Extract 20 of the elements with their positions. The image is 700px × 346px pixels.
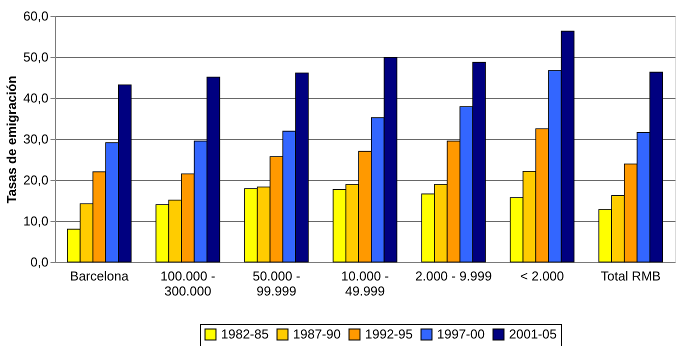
- y-tick-label: 60,0: [23, 8, 48, 24]
- legend-label: 1997-00: [437, 326, 485, 342]
- y-tick-label: 10,0: [23, 214, 48, 228]
- y-axis-title: Tasas de emigración: [4, 76, 20, 204]
- legend-label: 1992-95: [365, 326, 413, 342]
- y-tick-label: 0,0: [30, 254, 48, 270]
- x-tick-label: Barcelona: [70, 268, 130, 284]
- y-tick-label: 30,0: [23, 132, 48, 146]
- x-tick-label: 100.000 - 300.000: [160, 268, 216, 298]
- y-tick-label: 20,0: [23, 172, 48, 188]
- legend-label: 1987-90: [293, 326, 341, 342]
- x-tick-label: 2.000 - 9.999: [415, 268, 492, 284]
- x-tick-label: 10.000 - 49.999: [341, 268, 389, 298]
- x-tick-label: 50.000 - 99.999: [252, 268, 300, 298]
- y-tick-label: 50,0: [23, 50, 48, 64]
- x-tick-label: < 2.000: [520, 268, 564, 284]
- x-tick-label: Total RMB: [600, 268, 661, 284]
- y-tick-label: 40,0: [23, 90, 48, 106]
- legend-label: 2001-05: [509, 326, 557, 342]
- legend-label: 1982-85: [221, 326, 269, 342]
